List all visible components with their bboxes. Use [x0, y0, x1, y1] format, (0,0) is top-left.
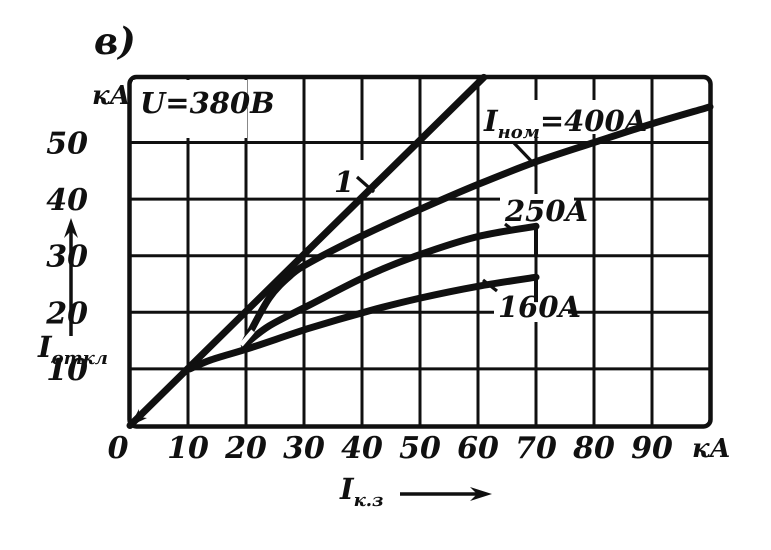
y-tick-label: 10 [46, 353, 88, 388]
x-tick-label: 80 [572, 431, 615, 466]
y-tick-label: 20 [45, 296, 88, 331]
curve-label-160a: 160A [498, 290, 581, 324]
leader-line-160a [482, 278, 498, 293]
label-patch [494, 288, 568, 322]
x-tick-label: 40 [341, 431, 383, 466]
leader-line-250a [504, 222, 515, 233]
y-axis-title: Iоткл [37, 330, 108, 369]
x-tick-label: 60 [457, 431, 499, 466]
x-axis-arrow-icon [400, 487, 492, 501]
y-tick-label: 30 [46, 240, 88, 275]
x-axis-unit: кА [692, 434, 731, 464]
label-patch [500, 194, 574, 226]
origin-arrow-icon [130, 409, 147, 426]
plot-frame [127, 74, 713, 429]
curve-label-400a-sub: ном [498, 122, 540, 143]
y-axis-title-sub: откл [52, 348, 108, 369]
x-tick-label: 20 [224, 431, 267, 466]
curves [126, 73, 714, 429]
curve-label-400a-value: =400A [540, 104, 647, 138]
leader-line-400a [512, 141, 538, 168]
curve-Iном=400A [240, 103, 714, 347]
curve-160A [186, 273, 540, 373]
y-axis-arrow-icon [64, 218, 78, 336]
curve-label-400a-base: I [483, 104, 499, 138]
y-tick-labels: 10 20 30 40 50 [45, 127, 88, 388]
label-patch [482, 100, 622, 134]
x-tick-label: 30 [283, 431, 325, 466]
curve-label-400a: Iном=400A [483, 104, 647, 143]
curve-250A [240, 222, 540, 349]
y-axis-title-base: I [37, 330, 53, 364]
x-axis-title-base: I [339, 472, 355, 506]
leader-line-1 [355, 175, 376, 194]
y-tick-label: 50 [46, 127, 88, 162]
x-axis-title-sub: к.з [354, 490, 384, 511]
x-tick-label: 50 [399, 431, 441, 466]
x-axis-title: Iк.з [339, 472, 384, 511]
x-tick-labels: 0 10 20 30 40 50 60 70 80 90 [108, 431, 673, 466]
curve-label-250a: 250A [504, 194, 588, 228]
x-tick-label: 10 [167, 431, 209, 466]
label-patches [133, 80, 622, 322]
figure-label: в) [94, 19, 136, 63]
x-tick-label: 0 [108, 431, 129, 466]
y-axis-unit: кА [92, 81, 131, 111]
label-patch [133, 80, 247, 138]
voltage-annotation: U=380В [140, 86, 275, 120]
x-tick-label: 90 [631, 431, 673, 466]
limit-line-label: 1 [334, 165, 354, 199]
curve-break-mark [239, 329, 255, 347]
y-tick-label: 40 [46, 183, 88, 218]
x-tick-label: 70 [515, 431, 557, 466]
